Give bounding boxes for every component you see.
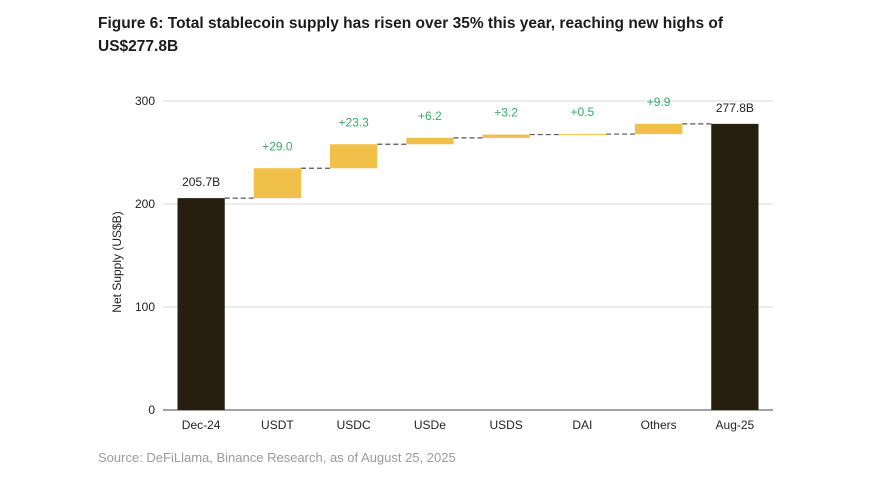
grid-lines [163, 100, 773, 411]
x-tick-label: DAI [572, 418, 592, 432]
delta-bar [406, 137, 454, 145]
y-tick-label: 100 [135, 300, 155, 314]
source-note: Source: DeFiLlama, Binance Research, as … [98, 450, 456, 465]
y-axis-title: Net Supply (US$B) [110, 211, 124, 312]
data-label: 277.8B [716, 101, 754, 115]
connector-lines [224, 123, 712, 199]
delta-bar [253, 168, 302, 199]
delta-bar [634, 123, 683, 135]
data-label: +0.5 [571, 105, 595, 119]
y-tick-label: 200 [135, 197, 155, 211]
x-tick-label: USDT [261, 418, 294, 432]
x-tick-label: USDS [489, 418, 522, 432]
data-label: 205.7B [182, 175, 220, 189]
total-bar [177, 198, 225, 410]
bars [177, 123, 759, 410]
data-label: +6.2 [418, 109, 442, 123]
delta-bar [329, 144, 378, 169]
x-tick-label: Dec-24 [182, 418, 221, 432]
x-tick-label: Others [641, 418, 677, 432]
figure-title: Figure 6: Total stablecoin supply has ri… [98, 15, 724, 55]
x-tick-label: USDe [414, 418, 446, 432]
data-label: +3.2 [494, 106, 518, 120]
data-label: +23.3 [338, 115, 369, 129]
delta-bar [482, 134, 530, 138]
data-label: +9.9 [647, 95, 671, 109]
delta-bar [558, 134, 607, 136]
x-tick-label: USDC [337, 418, 371, 432]
y-tick-label: 0 [148, 403, 155, 417]
data-labels: 205.7B +29.0 +23.3 +6.2 +3.2 +0.5 +9.9 277.8B [182, 95, 754, 189]
y-axis-ticks: 0 100 200 300 [135, 94, 155, 417]
x-tick-label: Aug-25 [716, 418, 755, 432]
y-tick-label: 300 [135, 94, 155, 108]
total-bar [711, 123, 759, 410]
x-axis-labels: Dec-24 USDT USDC USDe USDS DAI Others Aug-25 [182, 418, 755, 432]
data-label: +29.0 [262, 139, 293, 153]
